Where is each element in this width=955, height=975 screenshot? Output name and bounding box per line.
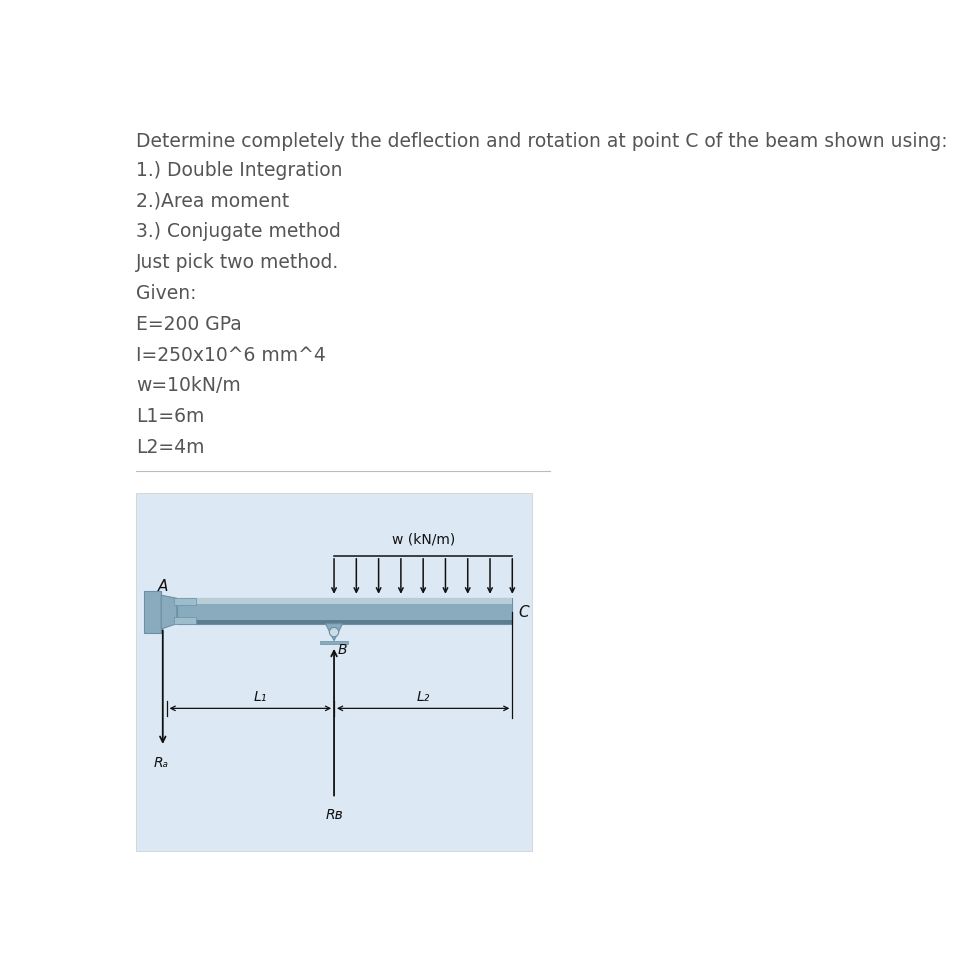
FancyBboxPatch shape bbox=[137, 492, 532, 851]
Text: Rʙ: Rʙ bbox=[326, 807, 343, 822]
Polygon shape bbox=[177, 599, 512, 604]
Text: w=10kN/m: w=10kN/m bbox=[137, 376, 242, 396]
Text: E=200 GPa: E=200 GPa bbox=[137, 315, 243, 333]
Text: A: A bbox=[158, 579, 168, 595]
Text: C: C bbox=[519, 604, 529, 619]
Text: L₁: L₁ bbox=[253, 689, 266, 704]
Text: Determine completely the deflection and rotation at point C of the beam shown us: Determine completely the deflection and … bbox=[137, 133, 948, 151]
Text: B: B bbox=[337, 643, 347, 657]
Text: L₂: L₂ bbox=[416, 689, 430, 704]
Polygon shape bbox=[177, 620, 512, 624]
Bar bbox=[320, 641, 348, 644]
Polygon shape bbox=[177, 599, 512, 624]
Polygon shape bbox=[326, 624, 343, 641]
Text: L1=6m: L1=6m bbox=[137, 408, 204, 426]
Text: L2=4m: L2=4m bbox=[137, 438, 205, 457]
Text: 2.)Area moment: 2.)Area moment bbox=[137, 192, 289, 211]
Bar bbox=[144, 591, 161, 634]
Bar bbox=[175, 599, 196, 605]
Bar bbox=[175, 617, 196, 624]
Circle shape bbox=[329, 628, 339, 637]
Text: Rₐ: Rₐ bbox=[154, 756, 169, 770]
Polygon shape bbox=[161, 595, 177, 629]
Text: I=250x10^6 mm^4: I=250x10^6 mm^4 bbox=[137, 346, 327, 365]
Text: Just pick two method.: Just pick two method. bbox=[137, 254, 340, 272]
Text: 3.) Conjugate method: 3.) Conjugate method bbox=[137, 222, 341, 242]
Text: 1.) Double Integration: 1.) Double Integration bbox=[137, 161, 343, 180]
Text: w (kN/m): w (kN/m) bbox=[392, 532, 455, 547]
Text: Given:: Given: bbox=[137, 284, 197, 303]
